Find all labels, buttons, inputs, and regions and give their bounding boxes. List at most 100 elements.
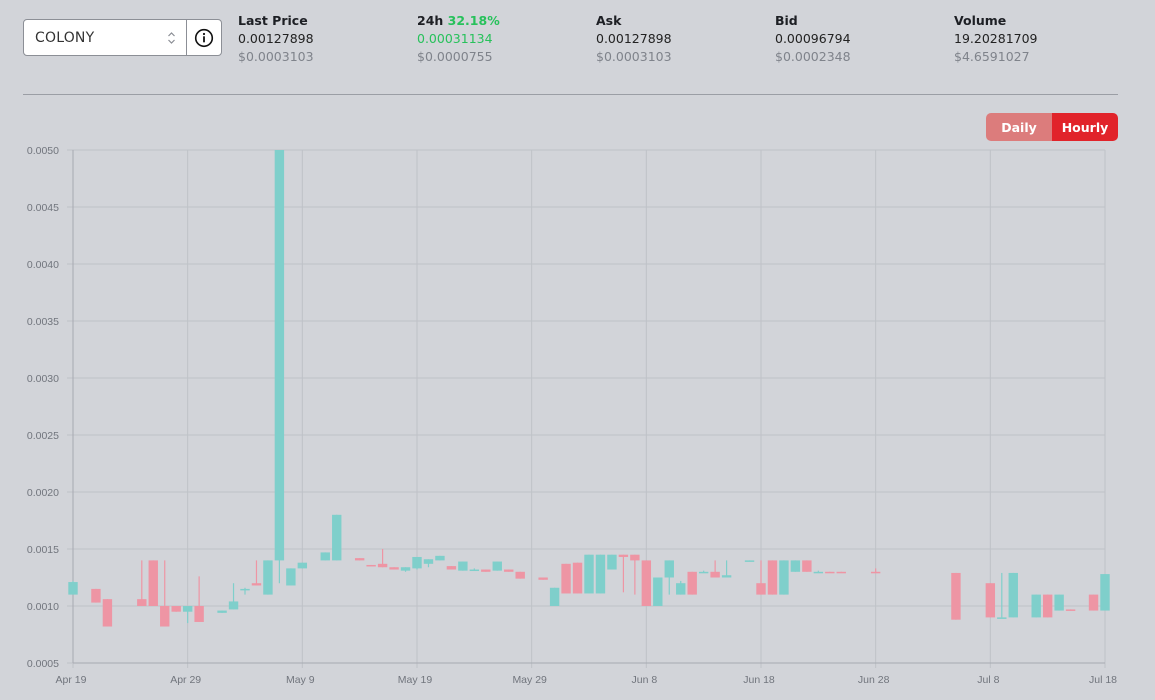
candle-body xyxy=(423,559,434,564)
candle-body xyxy=(91,588,101,603)
info-button[interactable] xyxy=(187,20,221,55)
select-arrows-icon xyxy=(167,31,176,45)
x-tick-label: May 29 xyxy=(512,674,547,686)
stat-usd-value: $0.0003103 xyxy=(596,49,672,64)
stat-bid: Bid 0.00096794 $0.0002348 xyxy=(775,12,851,66)
candle-body xyxy=(446,566,457,570)
candle-body xyxy=(1042,594,1053,618)
y-tick-label: 0.0020 xyxy=(27,487,59,499)
stat-label: Ask xyxy=(596,13,622,28)
y-tick-label: 0.0045 xyxy=(27,202,59,214)
candle-body xyxy=(137,599,147,606)
candle-body xyxy=(458,561,468,571)
y-tick-label: 0.0005 xyxy=(27,658,59,670)
candle-body xyxy=(561,563,571,594)
candle-body xyxy=(664,560,674,578)
candle-body xyxy=(228,601,239,610)
candle-body xyxy=(435,555,445,561)
stat-label: 24h xyxy=(417,13,444,28)
candle-body xyxy=(469,569,480,572)
market-select-value: COLONY xyxy=(35,29,95,46)
candle-body xyxy=(182,606,193,612)
y-tick-label: 0.0010 xyxy=(27,601,59,613)
candle-body xyxy=(630,554,640,561)
candle-body xyxy=(1088,594,1099,611)
candle-body xyxy=(813,571,824,574)
candle-body xyxy=(1100,574,1110,611)
x-tick-label: Apr 19 xyxy=(56,674,87,686)
candle-body xyxy=(779,560,789,595)
y-tick-label: 0.0025 xyxy=(27,430,59,442)
stat-value: 0.00127898 xyxy=(238,31,314,46)
stat-value: 0.00127898 xyxy=(596,31,672,46)
candle-body xyxy=(515,571,525,579)
candle-body xyxy=(251,583,262,586)
x-tick-label: Jun 28 xyxy=(858,674,890,686)
stat-value: 0.00031134 xyxy=(417,31,493,46)
y-tick-label: 0.0050 xyxy=(27,145,59,157)
candle-body xyxy=(274,150,285,561)
candle-body xyxy=(584,554,594,594)
stat-ask: Ask 0.00127898 $0.0003103 xyxy=(596,12,672,66)
candle-body xyxy=(1008,572,1018,618)
hourly-button[interactable]: Hourly xyxy=(1052,113,1118,141)
stat-24h-change: 24h 32.18% 0.00031134 $0.0000755 xyxy=(417,12,500,66)
stat-usd-value: $4.6591027 xyxy=(954,49,1030,64)
candle-body xyxy=(870,571,881,574)
candle-body xyxy=(687,571,697,595)
candle-body xyxy=(1031,594,1041,618)
stat-last-price: Last Price 0.00127898 $0.0003103 xyxy=(238,12,314,66)
candle-body xyxy=(1054,594,1064,611)
candle-body xyxy=(607,554,617,570)
candle-body xyxy=(492,561,502,571)
stat-usd-value: $0.0002348 xyxy=(775,49,851,64)
candle-body xyxy=(997,617,1007,619)
candle-body xyxy=(676,583,686,595)
market-selector: COLONY xyxy=(23,19,222,56)
x-tick-label: May 19 xyxy=(398,674,433,686)
candle-body xyxy=(366,564,376,567)
candle-body xyxy=(400,567,411,571)
candle-body xyxy=(171,606,181,612)
candle-body xyxy=(951,572,961,620)
stat-label: Bid xyxy=(775,13,798,28)
candle-body xyxy=(836,571,846,574)
y-tick-label: 0.0040 xyxy=(27,259,59,271)
chevron-up-down-icon xyxy=(168,31,175,44)
candle-body xyxy=(263,560,273,595)
x-tick-label: Jul 8 xyxy=(977,674,999,686)
stat-usd-value: $0.0000755 xyxy=(417,49,493,64)
info-icon xyxy=(194,28,214,47)
stat-value: 19.20281709 xyxy=(954,31,1038,46)
stat-usd-value: $0.0003103 xyxy=(238,49,314,64)
daily-button[interactable]: Daily xyxy=(986,113,1052,141)
x-tick-label: Jul 18 xyxy=(1089,674,1117,686)
candle-body xyxy=(572,562,583,594)
candle-body xyxy=(549,587,560,606)
candle-body xyxy=(217,610,227,613)
candle-body xyxy=(377,563,388,568)
header-divider xyxy=(23,94,1118,95)
candle-body xyxy=(825,571,835,574)
candle-body xyxy=(68,582,78,595)
candle-body xyxy=(504,569,514,572)
candle-body xyxy=(194,606,204,622)
candle-body xyxy=(767,560,778,595)
candle-body xyxy=(641,560,652,606)
stat-label: Last Price xyxy=(238,13,308,28)
candle-body xyxy=(297,562,308,569)
market-select[interactable]: COLONY xyxy=(24,20,187,55)
candle-body xyxy=(148,560,158,606)
candle-body xyxy=(618,554,629,557)
candle-body xyxy=(332,514,342,561)
candle-body xyxy=(802,560,812,572)
x-tick-label: Jun 8 xyxy=(631,674,657,686)
candle-body xyxy=(985,583,996,618)
candle-body xyxy=(389,567,399,570)
x-tick-label: Apr 29 xyxy=(170,674,201,686)
y-tick-label: 0.0035 xyxy=(27,316,59,328)
candle-body xyxy=(412,556,422,569)
candle-body xyxy=(710,571,720,578)
candle-body xyxy=(1065,609,1076,611)
